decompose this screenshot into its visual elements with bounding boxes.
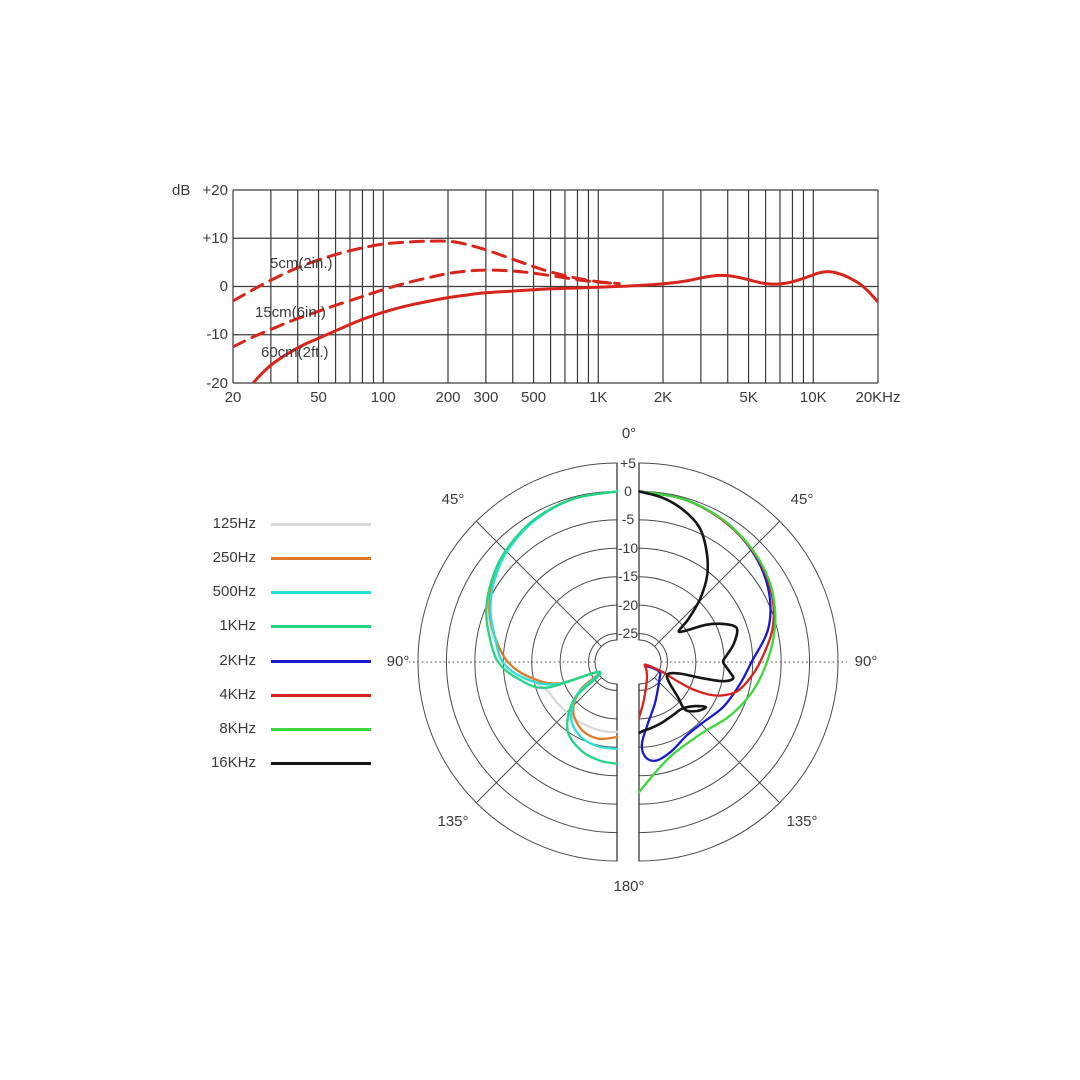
fr-curve-label-15cm: 15cm(6in.)	[255, 304, 326, 321]
polar-angle-label-90-right: 90°	[854, 653, 878, 670]
legend-swatch-2khz	[271, 660, 371, 663]
legend-label-125hz: 125Hz	[212, 515, 256, 532]
legend-swatch-1khz	[271, 625, 371, 628]
fr-y-tick: -20	[206, 374, 228, 392]
fr-x-tick: 20	[224, 389, 242, 406]
polar-angle-label-180: 180°	[613, 878, 645, 895]
fr-x-tick: 100	[370, 389, 396, 406]
legend-label-16khz: 16KHz	[210, 754, 256, 771]
legend-swatch-16khz	[271, 762, 371, 765]
legend-label-1khz: 1KHz	[219, 617, 256, 634]
fr-x-tick: 2K	[653, 389, 673, 406]
polar-curve-16khz	[638, 490, 739, 735]
fr-x-tick: 200	[435, 389, 461, 406]
fr-db-unit-label: dB	[172, 182, 191, 199]
legend-swatch-250hz	[271, 557, 371, 560]
polar-angle-label-0: 0°	[621, 425, 637, 442]
fr-x-tick: 1K	[589, 389, 608, 406]
legend-swatch-500hz	[271, 591, 371, 594]
polar-angle-label-135-right: 135°	[786, 813, 818, 830]
fr-y-tick: +10	[202, 229, 228, 247]
fr-x-tick: 500	[521, 389, 547, 406]
polar-r-tick: -10	[617, 539, 639, 556]
legend-swatch-4khz	[271, 694, 371, 697]
polar-angle-label-135-left: 135°	[437, 813, 469, 830]
polar-curve-8khz	[638, 490, 777, 794]
polar-curve-500hz	[489, 490, 618, 751]
legend-label-2khz: 2KHz	[219, 652, 256, 669]
fr-x-tick: 10K	[799, 389, 827, 406]
fr-curve-15cm-6in-	[233, 268, 621, 349]
fr-curve-label-5cm: 5cm(2in.)	[270, 255, 333, 272]
polar-curve-2khz	[638, 490, 772, 762]
legend-swatch-8khz	[271, 728, 371, 731]
legend-label-8khz: 8KHz	[219, 720, 256, 737]
polar-curve-125hz	[487, 490, 618, 734]
legend-label-500hz: 500Hz	[212, 583, 256, 600]
polar-angle-label-45-right: 45°	[790, 491, 814, 508]
legend-label-4khz: 4KHz	[219, 686, 256, 703]
polar-r-tick: -20	[617, 596, 639, 613]
fr-x-tick: 300	[473, 389, 499, 406]
fr-curves	[233, 239, 878, 383]
fr-y-tick: +20	[202, 181, 228, 199]
polar-r-tick: -5	[621, 511, 635, 528]
polar-r-tick: 0	[624, 482, 632, 499]
fr-grid	[232, 189, 879, 384]
fr-curve-60cm-2ft-	[251, 270, 878, 383]
fr-x-tick: 20KHz	[855, 389, 901, 406]
polar-r-tick: -25	[617, 625, 639, 642]
fr-y-tick: 0	[219, 278, 228, 295]
polar-curve-1khz	[485, 490, 618, 765]
fr-curve-label-60cm: 60cm(2ft.)	[261, 344, 329, 361]
fr-curve-5cm-2in-	[233, 239, 621, 303]
polar-r-tick: -15	[617, 568, 639, 585]
legend-swatch-125hz	[271, 523, 371, 526]
fr-y-tick: -10	[206, 326, 228, 344]
fr-x-tick: 5K	[739, 389, 758, 406]
polar-angle-label-45-left: 45°	[441, 491, 465, 508]
legend-label-250hz: 250Hz	[212, 549, 256, 566]
fr-x-tick: 50	[310, 389, 327, 406]
polar-curves	[485, 490, 777, 794]
polar-angle-label-90-left: 90°	[386, 653, 410, 670]
polar-r-tick: +5	[620, 454, 636, 471]
polar-curve-250hz	[488, 490, 618, 741]
